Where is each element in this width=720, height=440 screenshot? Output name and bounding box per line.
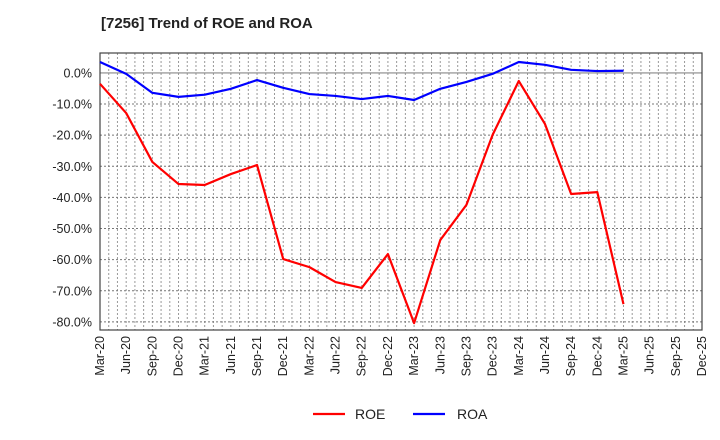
x-tick-label: Mar-25 (616, 336, 630, 376)
y-tick-label: -60.0% (52, 253, 92, 267)
x-tick-label: Dec-21 (276, 336, 290, 376)
x-tick-label: Sep-25 (669, 336, 683, 376)
x-tick-label: Dec-24 (590, 336, 604, 376)
y-tick-label: -70.0% (52, 284, 92, 298)
legend-label-roa: ROA (457, 406, 488, 422)
y-tick-label: -20.0% (52, 129, 92, 143)
x-tick-label: Mar-21 (198, 336, 212, 376)
series-line-roa (99, 60, 624, 102)
x-tick-label: Jun-24 (538, 336, 552, 374)
x-tick-label: Jun-22 (329, 336, 343, 374)
x-tick-label: Jun-23 (433, 336, 447, 374)
y-tick-label: -30.0% (52, 160, 92, 174)
x-tick-label: Dec-23 (486, 336, 500, 376)
y-tick-label: -10.0% (52, 98, 92, 112)
x-tick-label: Jun-21 (224, 336, 238, 374)
x-tick-label: Jun-20 (119, 336, 133, 374)
y-tick-label: -80.0% (52, 315, 92, 329)
chart-title: [7256] Trend of ROE and ROA (101, 15, 313, 32)
x-tick-label: Dec-20 (172, 336, 186, 376)
x-tick-label: Jun-25 (643, 336, 657, 374)
x-tick-label: Mar-23 (407, 336, 421, 376)
plot-frame (99, 52, 703, 331)
x-tick-label: Sep-24 (564, 336, 578, 376)
x-tick-label: Sep-21 (250, 336, 264, 376)
y-tick-label: -50.0% (52, 222, 92, 236)
x-tick-label: Sep-22 (355, 336, 369, 376)
x-tick-label: Sep-20 (145, 336, 159, 376)
series-line-roe (99, 79, 625, 325)
x-tick-label: Dec-25 (695, 336, 709, 376)
y-tick-label: -40.0% (52, 191, 92, 205)
x-tick-label: Mar-20 (93, 336, 107, 376)
x-tick-label: Dec-22 (381, 336, 395, 376)
x-tick-label: Sep-23 (459, 336, 473, 376)
legend-label-roe: ROE (355, 406, 385, 422)
y-tick-label: 0.0% (64, 66, 93, 80)
x-tick-label: Mar-22 (302, 336, 316, 376)
x-tick-label: Mar-24 (512, 336, 526, 376)
